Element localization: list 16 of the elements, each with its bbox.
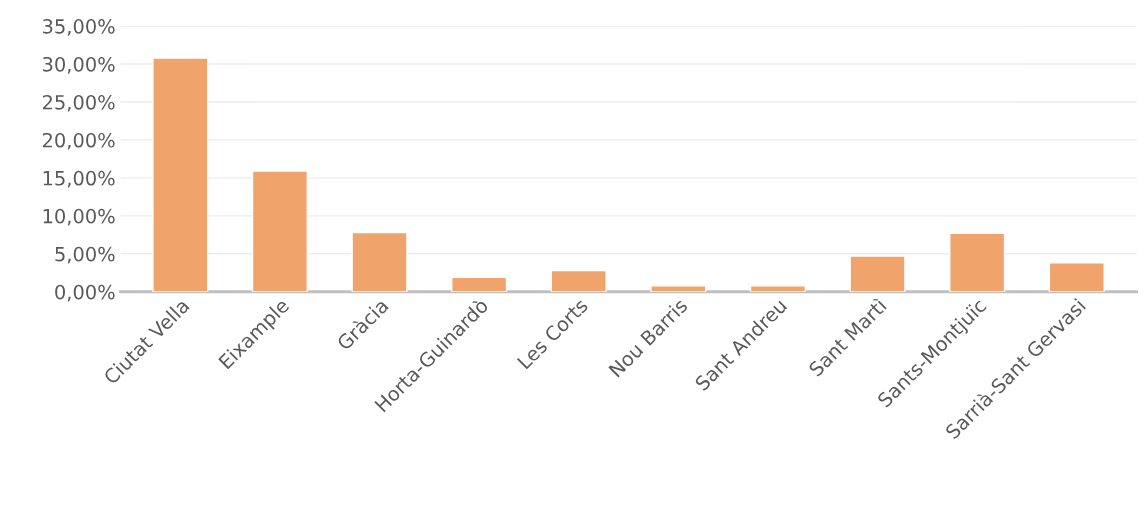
bar (351, 231, 408, 292)
bar (949, 232, 1006, 292)
bar (1048, 262, 1105, 292)
y-tick-label: 15,00% (43, 170, 115, 188)
bar (251, 170, 308, 292)
bar (451, 276, 508, 292)
y-tick-label: 25,00% (42, 94, 115, 112)
y-tick-label: 0,00% (55, 284, 115, 302)
bar (152, 57, 209, 292)
y-tick-label: 5,00% (55, 246, 115, 264)
y-tick-label: 35,00% (43, 19, 115, 36)
y-tick-label: 10,00% (43, 208, 115, 226)
bar (550, 269, 607, 292)
y-tick-label: 30,00% (43, 56, 115, 74)
bar (849, 255, 906, 292)
y-tick-label: 20,00% (42, 132, 115, 150)
